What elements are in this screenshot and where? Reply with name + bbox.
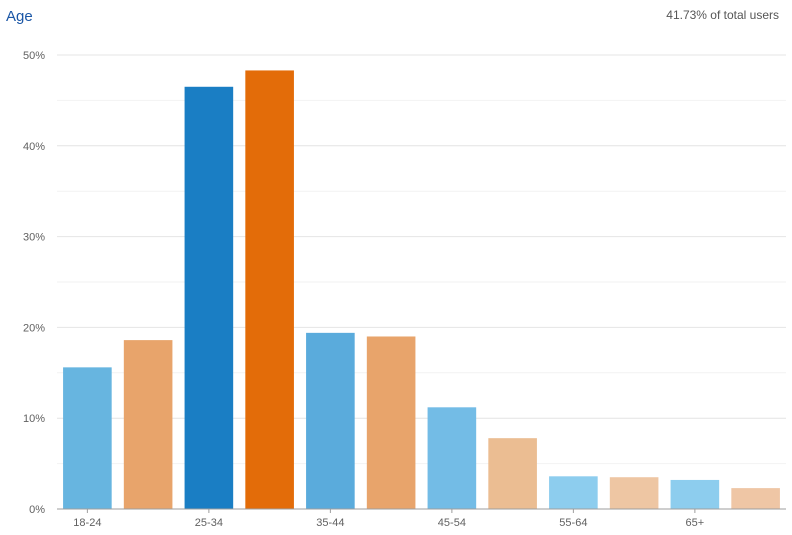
x-tick-label: 18-24 bbox=[73, 517, 101, 529]
bar-18-24-s2[interactable] bbox=[123, 340, 173, 509]
bar-25-34-s1[interactable] bbox=[184, 86, 234, 509]
x-tick-label: 55-64 bbox=[559, 517, 587, 529]
bar-65+-s2[interactable] bbox=[731, 488, 780, 509]
bar-18-24-s1[interactable] bbox=[63, 367, 112, 509]
y-tick-label: 0% bbox=[29, 504, 45, 516]
x-tick-label: 65+ bbox=[686, 517, 705, 529]
bar-45-54-s2[interactable] bbox=[488, 438, 537, 509]
grid-layer bbox=[57, 54, 786, 465]
bar-55-64-s1[interactable] bbox=[549, 476, 598, 509]
axis-layer: 0% 10% 20% 30% 40% 50% 18-24 25-34 35-44 45-54 55-… bbox=[23, 50, 786, 529]
x-tick-label: 25-34 bbox=[195, 517, 223, 529]
chart-title: Age bbox=[6, 8, 33, 25]
y-tick-label: 20% bbox=[23, 322, 45, 334]
x-tick-label: 35-44 bbox=[316, 517, 344, 529]
y-tick-label: 30% bbox=[23, 232, 45, 244]
bar-35-44-s1[interactable] bbox=[306, 332, 355, 509]
bar-65+-s1[interactable] bbox=[670, 479, 720, 509]
bar-25-34-s2[interactable] bbox=[245, 70, 294, 509]
y-tick-label: 50% bbox=[23, 50, 45, 62]
total-users-summary: 41.73% of total users bbox=[666, 8, 779, 22]
bar-45-54-s1[interactable] bbox=[427, 407, 477, 509]
x-tick-label: 45-54 bbox=[438, 517, 466, 529]
bar-55-64-s2[interactable] bbox=[609, 477, 659, 509]
bar-35-44-s2[interactable] bbox=[366, 336, 416, 509]
y-tick-label: 10% bbox=[23, 413, 45, 425]
y-tick-label: 40% bbox=[23, 141, 45, 153]
bar-layer bbox=[63, 70, 780, 509]
